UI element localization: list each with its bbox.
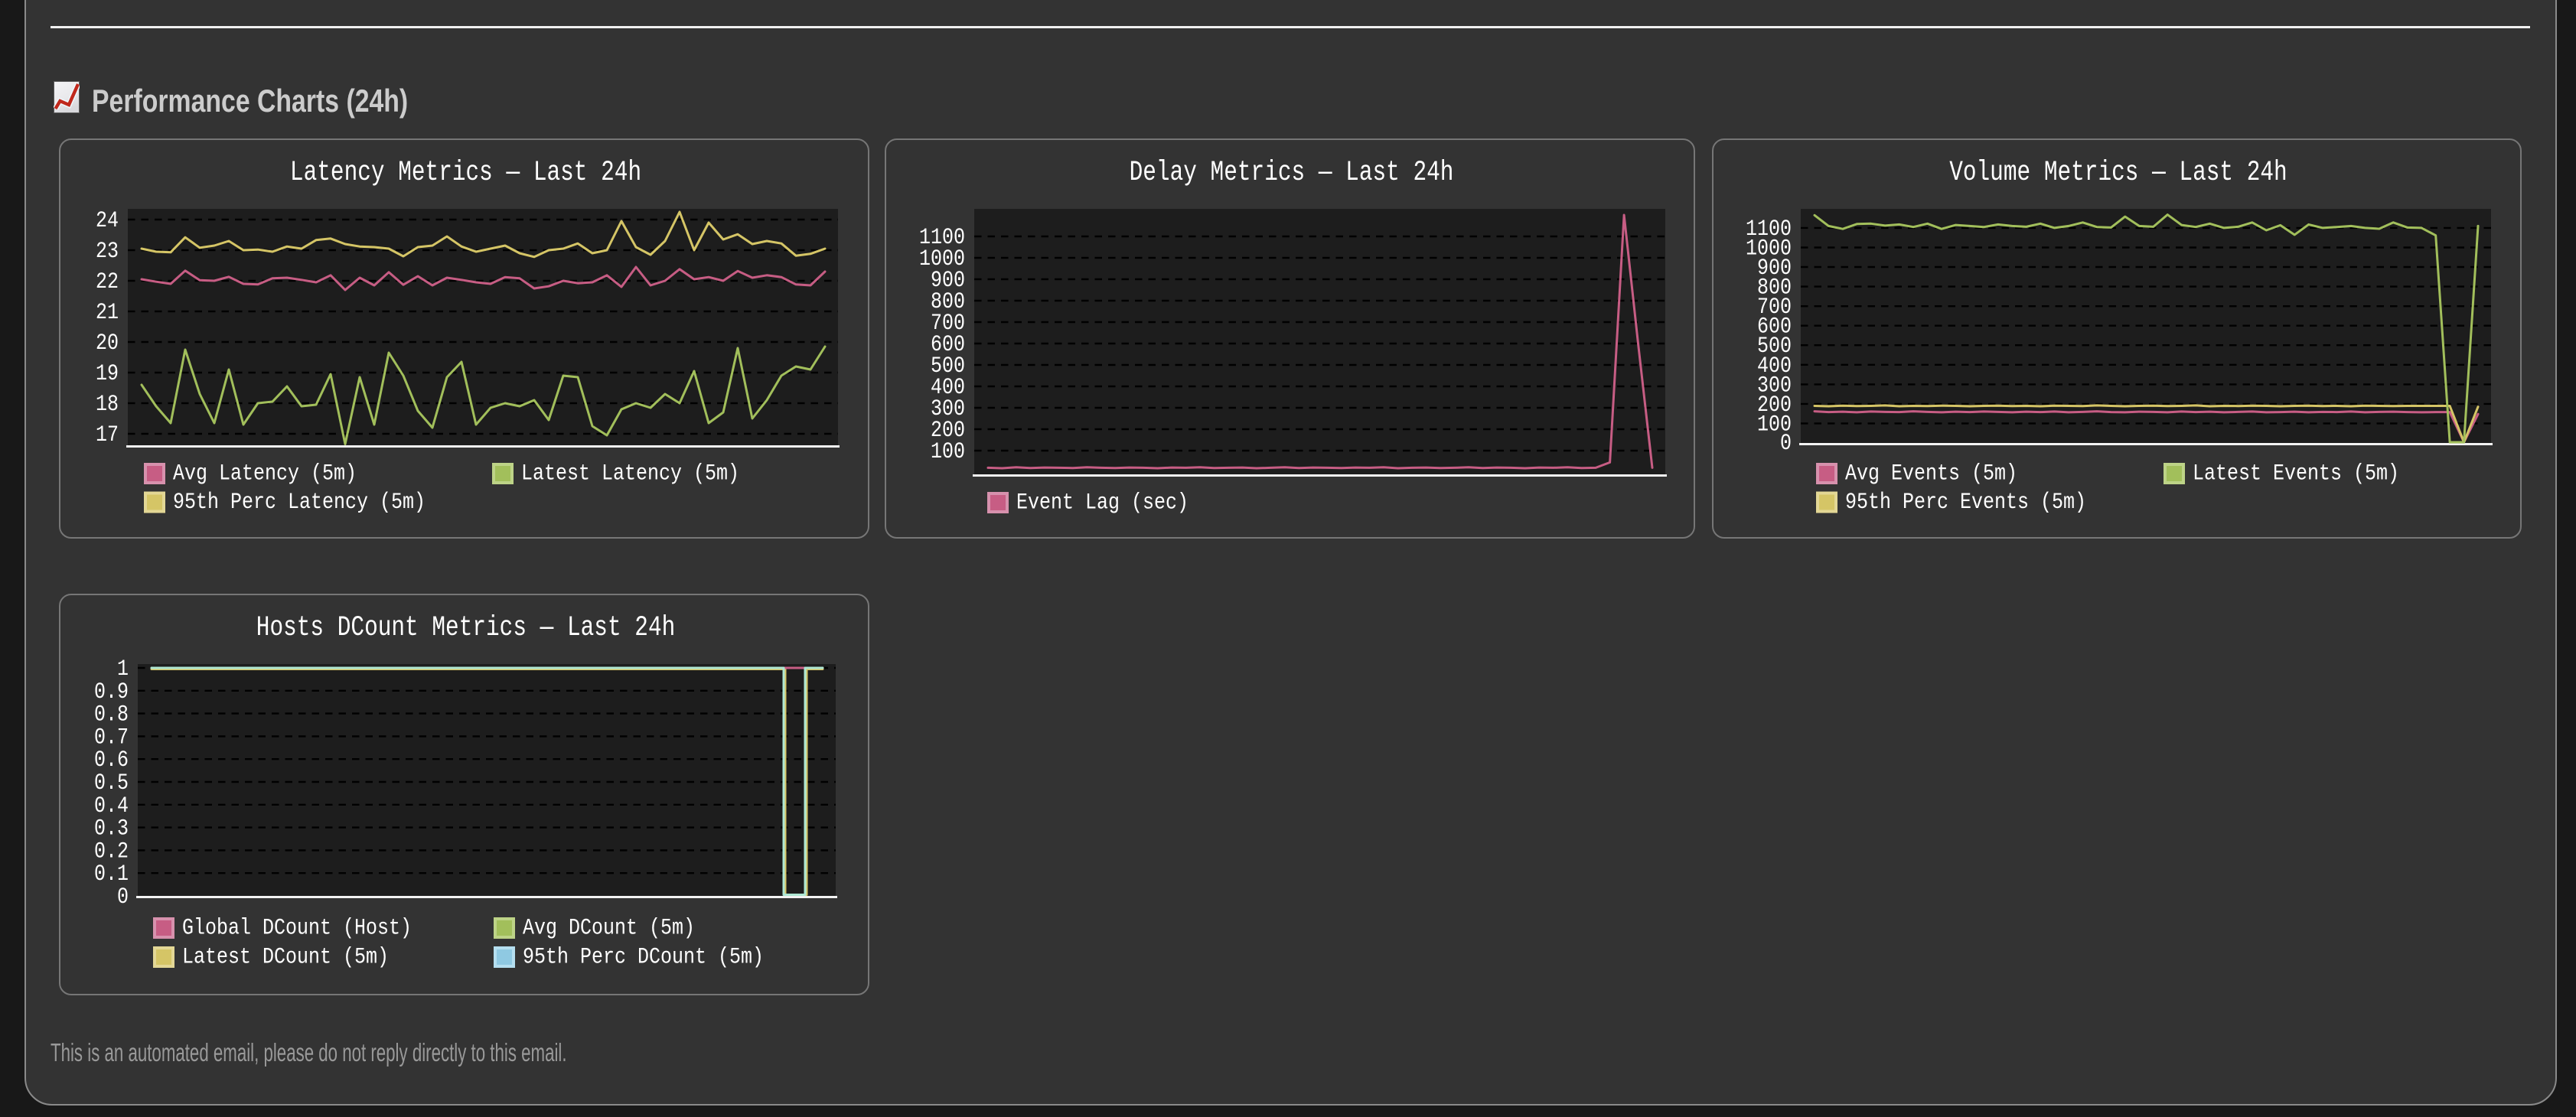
svg-text:21: 21 [96,300,119,326]
svg-text:Global DCount (Host): Global DCount (Host) [182,916,412,942]
svg-text:23: 23 [96,239,119,265]
svg-text:600: 600 [931,332,965,358]
svg-text:400: 400 [931,375,965,401]
svg-text:95th Perc DCount (5m): 95th Perc DCount (5m) [523,945,764,971]
svg-text:1000: 1000 [919,246,965,272]
svg-text:0: 0 [1780,431,1792,457]
svg-text:19: 19 [96,361,119,387]
svg-text:0.6: 0.6 [94,747,129,773]
svg-text:Avg DCount (5m): Avg DCount (5m) [523,916,695,942]
svg-text:0.7: 0.7 [94,725,129,751]
svg-text:Latest Events (5m): Latest Events (5m) [2193,461,2399,487]
svg-text:500: 500 [931,353,965,379]
svg-text:18: 18 [96,392,119,418]
svg-text:0.2: 0.2 [94,839,129,865]
svg-text:17: 17 [96,422,119,448]
svg-text:Avg Events (5m): Avg Events (5m) [1845,461,2017,487]
svg-text:0.5: 0.5 [94,770,129,796]
svg-text:20: 20 [96,331,119,357]
svg-text:100: 100 [1757,412,1792,438]
svg-text:100: 100 [931,439,965,465]
svg-text:Latest Latency (5m): Latest Latency (5m) [521,461,739,487]
svg-text:Latest DCount (5m): Latest DCount (5m) [182,945,389,971]
svg-text:0.4: 0.4 [94,793,129,819]
svg-text:0.9: 0.9 [94,679,129,705]
svg-text:95th Perc Latency (5m): 95th Perc Latency (5m) [173,490,426,516]
svg-text:1: 1 [117,656,129,682]
svg-text:1000: 1000 [1746,236,1792,262]
svg-text:22: 22 [96,269,119,295]
svg-text:0.8: 0.8 [94,702,129,728]
svg-text:24: 24 [96,208,119,234]
svg-text:Latency Metrics — Last 24h: Latency Metrics — Last 24h [290,157,641,189]
svg-text:700: 700 [931,311,965,337]
svg-text:800: 800 [931,289,965,315]
svg-text:400: 400 [1757,353,1792,379]
svg-text:600: 600 [1757,314,1792,340]
svg-text:Volume Metrics — Last 24h: Volume Metrics — Last 24h [1949,157,2287,189]
svg-text:1100: 1100 [919,225,965,251]
svg-text:500: 500 [1757,334,1792,360]
svg-text:95th Perc Events (5m): 95th Perc Events (5m) [1845,490,2086,516]
svg-text:900: 900 [931,268,965,294]
svg-text:200: 200 [931,418,965,444]
svg-text:Hosts DCount Metrics — Last 24: Hosts DCount Metrics — Last 24h [256,612,675,644]
svg-text:Performance Charts (24h): Performance Charts (24h) [92,83,408,119]
svg-text:0.1: 0.1 [94,861,129,887]
svg-text:Delay Metrics — Last 24h: Delay Metrics — Last 24h [1130,157,1454,189]
svg-text:800: 800 [1757,275,1792,301]
svg-text:900: 900 [1757,256,1792,282]
svg-text:This is an automated email, pl: This is an automated email, please do no… [51,1039,567,1067]
svg-text:0: 0 [117,884,129,910]
svg-text:200: 200 [1757,392,1792,418]
svg-text:1100: 1100 [1746,217,1792,243]
svg-text:300: 300 [931,396,965,422]
svg-text:700: 700 [1757,295,1792,321]
svg-text:0.3: 0.3 [94,816,129,842]
svg-text:300: 300 [1757,373,1792,399]
svg-text:Avg Latency (5m): Avg Latency (5m) [173,461,357,487]
svg-text:Event Lag (sec): Event Lag (sec) [1016,490,1189,516]
